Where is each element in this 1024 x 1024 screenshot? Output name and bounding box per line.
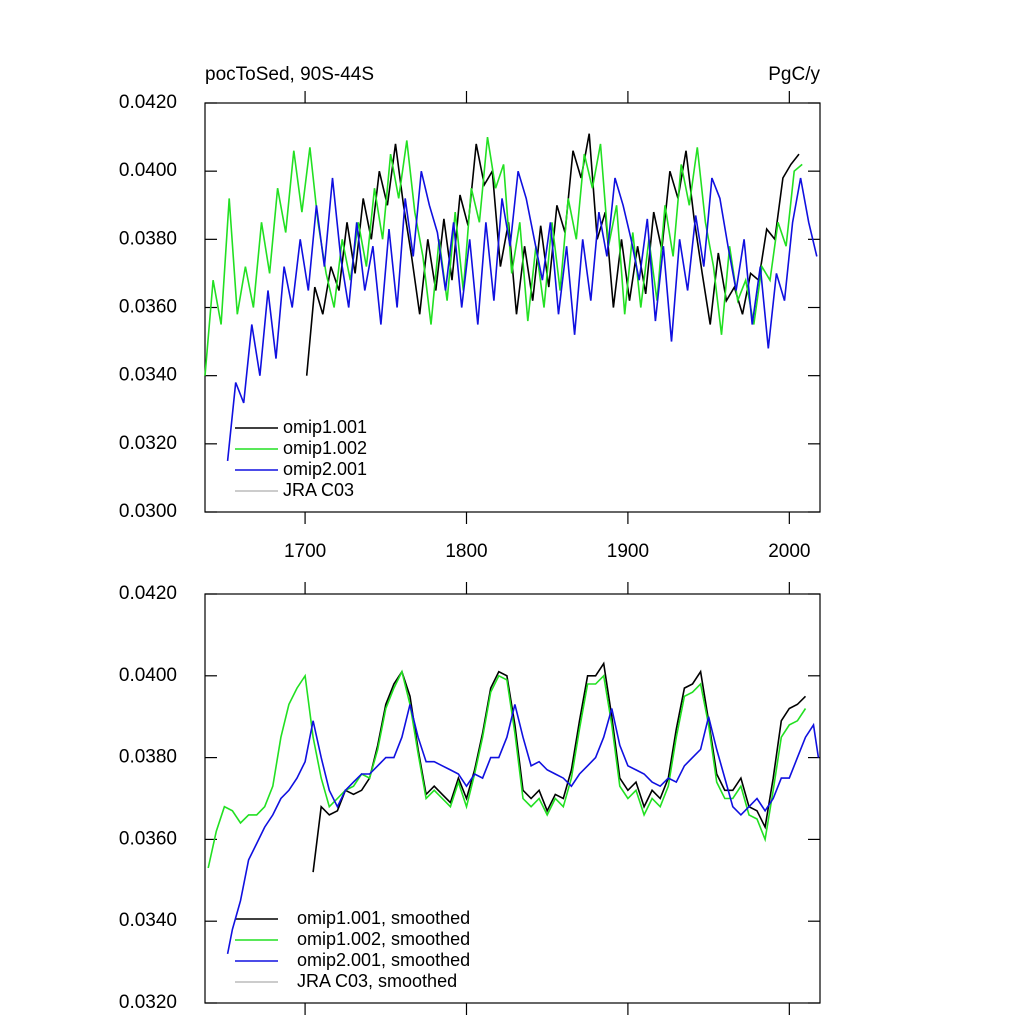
legend-label: omip1.001, smoothed	[297, 908, 470, 928]
series-line	[226, 704, 820, 955]
y-tick-label: 0.0380	[119, 228, 177, 249]
y-tick-label: 0.0300	[119, 501, 177, 522]
series-line	[207, 669, 807, 869]
y-tick-label: 0.0320	[119, 992, 177, 1013]
x-tick-label: 2000	[768, 541, 810, 562]
x-tick-label: 1800	[445, 541, 487, 562]
y-tick-label: 0.0400	[119, 160, 177, 181]
plot-frame	[204, 593, 821, 1004]
y-tick-label: 0.0320	[119, 433, 177, 454]
chart-title: pocToSed, 90S-44S	[205, 64, 374, 85]
legend-label: JRA C03, smoothed	[297, 971, 457, 991]
legend-label: omip2.001, smoothed	[297, 950, 470, 970]
y-tick-label: 0.0420	[119, 92, 177, 113]
x-tick-label: 1900	[607, 541, 649, 562]
series-line	[226, 170, 818, 461]
y-tick-label: 0.0380	[119, 747, 177, 768]
y-tick-label: 0.0340	[119, 910, 177, 931]
units-label: PgC/y	[768, 64, 820, 85]
legend-label: JRA C03	[283, 480, 354, 500]
legend-label: omip1.001	[283, 417, 367, 437]
legend-label: omip2.001	[283, 459, 367, 479]
y-tick-label: 0.0420	[119, 583, 177, 604]
series-line	[204, 136, 803, 376]
legend-label: omip1.002, smoothed	[297, 929, 470, 949]
y-tick-label: 0.0360	[119, 828, 177, 849]
y-tick-label: 0.0340	[119, 365, 177, 386]
y-tick-label: 0.0400	[119, 665, 177, 686]
series-line	[312, 661, 807, 873]
y-tick-label: 0.0360	[119, 297, 177, 318]
legend-label: omip1.002	[283, 438, 367, 458]
x-tick-label: 1700	[284, 541, 326, 562]
